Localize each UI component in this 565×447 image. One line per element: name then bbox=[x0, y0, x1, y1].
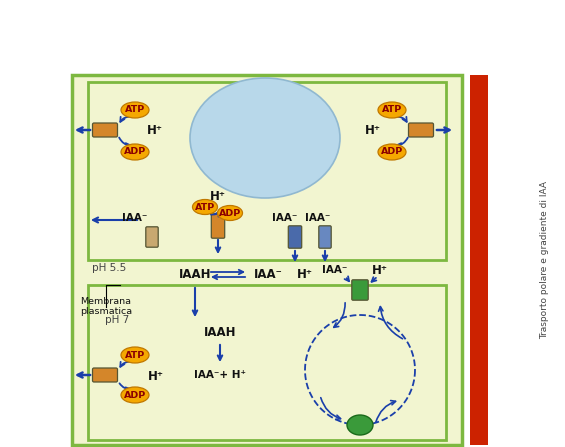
Text: ADP: ADP bbox=[124, 148, 146, 156]
Ellipse shape bbox=[121, 102, 149, 118]
Text: IAAH: IAAH bbox=[179, 267, 211, 281]
Text: IAA⁻: IAA⁻ bbox=[272, 213, 298, 223]
Ellipse shape bbox=[121, 387, 149, 403]
Text: ADP: ADP bbox=[124, 391, 146, 400]
Bar bbox=[72, 75, 462, 445]
FancyBboxPatch shape bbox=[146, 227, 158, 247]
Text: pH 7: pH 7 bbox=[105, 315, 129, 325]
Text: H⁺: H⁺ bbox=[147, 125, 163, 138]
Ellipse shape bbox=[121, 144, 149, 160]
FancyBboxPatch shape bbox=[93, 123, 118, 137]
Text: pH 5.5: pH 5.5 bbox=[92, 263, 126, 273]
Text: H⁺: H⁺ bbox=[372, 263, 388, 277]
Text: H⁺: H⁺ bbox=[365, 125, 381, 138]
Text: ATP: ATP bbox=[382, 105, 402, 114]
Ellipse shape bbox=[121, 347, 149, 363]
Ellipse shape bbox=[378, 144, 406, 160]
Text: ADP: ADP bbox=[219, 208, 241, 218]
Text: Membrana
plasmatica: Membrana plasmatica bbox=[80, 297, 132, 316]
Text: H⁺: H⁺ bbox=[210, 190, 226, 202]
Text: IAA⁻: IAA⁻ bbox=[322, 265, 347, 275]
Text: ATP: ATP bbox=[125, 350, 145, 359]
Text: ATP: ATP bbox=[195, 202, 215, 211]
Text: ADP: ADP bbox=[381, 148, 403, 156]
Text: Trasporto polare e gradiente di IAA: Trasporto polare e gradiente di IAA bbox=[541, 181, 550, 339]
FancyBboxPatch shape bbox=[211, 214, 225, 238]
Ellipse shape bbox=[218, 206, 242, 220]
Bar bbox=[88, 82, 446, 260]
FancyBboxPatch shape bbox=[352, 280, 368, 300]
FancyBboxPatch shape bbox=[319, 226, 331, 248]
FancyBboxPatch shape bbox=[288, 226, 302, 248]
Text: IAA⁻: IAA⁻ bbox=[305, 213, 331, 223]
Ellipse shape bbox=[190, 78, 340, 198]
Text: H⁺: H⁺ bbox=[148, 370, 164, 383]
Text: H⁺: H⁺ bbox=[297, 267, 313, 281]
Text: ATP: ATP bbox=[125, 105, 145, 114]
Ellipse shape bbox=[378, 102, 406, 118]
Ellipse shape bbox=[193, 199, 218, 215]
Text: IAA⁻: IAA⁻ bbox=[122, 213, 147, 223]
FancyBboxPatch shape bbox=[93, 368, 118, 382]
Ellipse shape bbox=[347, 415, 373, 435]
Bar bbox=[470, 75, 488, 445]
Text: IAA⁻+ H⁺: IAA⁻+ H⁺ bbox=[194, 370, 246, 380]
Text: IAAH: IAAH bbox=[204, 326, 236, 340]
FancyBboxPatch shape bbox=[408, 123, 433, 137]
Bar bbox=[88, 285, 446, 440]
Text: IAA⁻: IAA⁻ bbox=[254, 267, 282, 281]
